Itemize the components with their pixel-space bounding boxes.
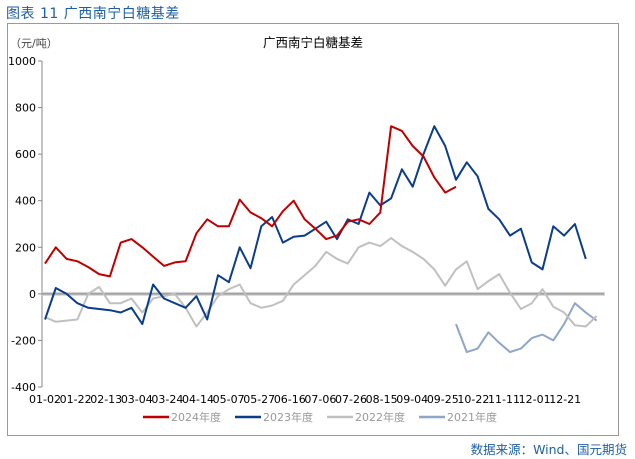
y-tick-label: -400 [11, 381, 36, 394]
x-tick-label: 04-14 [182, 393, 214, 406]
series-line-2024年度 [44, 125, 457, 278]
chart-title: 广西南宁白糖基差 [263, 35, 363, 50]
series-line-2021年度 [455, 302, 598, 354]
legend-label: 2021年度 [447, 410, 497, 424]
legend-label: 2022年度 [355, 410, 405, 424]
x-tick-label: 02-13 [90, 393, 122, 406]
y-tick-label: 600 [15, 148, 36, 161]
figure-title: 图表 11 广西南宁白糖基差 [6, 6, 180, 22]
x-tick-label: 12-21 [549, 393, 581, 406]
legend-label: 2023年度 [263, 410, 313, 424]
source-note: 数据来源：Wind、国元期货 [470, 442, 627, 457]
x-tick-label: 08-15 [366, 393, 398, 406]
y-axis-label: （元/吨） [10, 37, 58, 50]
x-tick-label: 09-25 [427, 393, 459, 406]
series-line-2022年度 [44, 237, 598, 328]
x-tick-label: 01-22 [60, 393, 92, 406]
chart-frame [7, 23, 619, 436]
y-tick-label: 400 [15, 195, 36, 208]
y-tick-label: 800 [15, 102, 36, 115]
x-tick-label: 03-24 [151, 393, 183, 406]
x-tick-label: 12-01 [519, 393, 551, 406]
x-tick-label: 10-22 [457, 393, 489, 406]
x-tick-label: 03-04 [121, 393, 153, 406]
y-tick-label: -200 [11, 334, 36, 347]
x-tick-label: 07-06 [304, 393, 336, 406]
y-tick-label: 200 [15, 241, 36, 254]
y-tick-label: 0 [29, 288, 36, 301]
legend-label: 2024年度 [171, 410, 221, 424]
y-tick-label: 1000 [8, 55, 36, 68]
x-tick-label: 07-26 [335, 393, 367, 406]
x-tick-label: 05-27 [243, 393, 275, 406]
x-tick-label: 01-02 [29, 393, 61, 406]
x-tick-label: 11-11 [488, 393, 520, 406]
x-tick-label: 05-07 [213, 393, 245, 406]
x-tick-label: 06-16 [274, 393, 306, 406]
x-tick-label: 09-04 [396, 393, 428, 406]
